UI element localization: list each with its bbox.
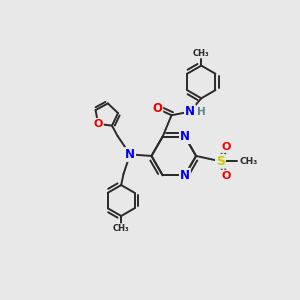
Text: N: N [125,148,135,161]
Text: H: H [196,107,205,117]
Text: O: O [221,171,230,181]
Text: O: O [152,102,162,115]
Text: N: N [185,105,195,118]
Text: CH₃: CH₃ [240,157,258,166]
Text: S: S [216,155,225,168]
Text: N: N [180,130,190,143]
Text: CH₃: CH₃ [113,224,130,233]
Text: O: O [221,142,230,152]
Text: CH₃: CH₃ [193,49,210,58]
Text: N: N [180,169,190,182]
Text: O: O [93,119,103,129]
